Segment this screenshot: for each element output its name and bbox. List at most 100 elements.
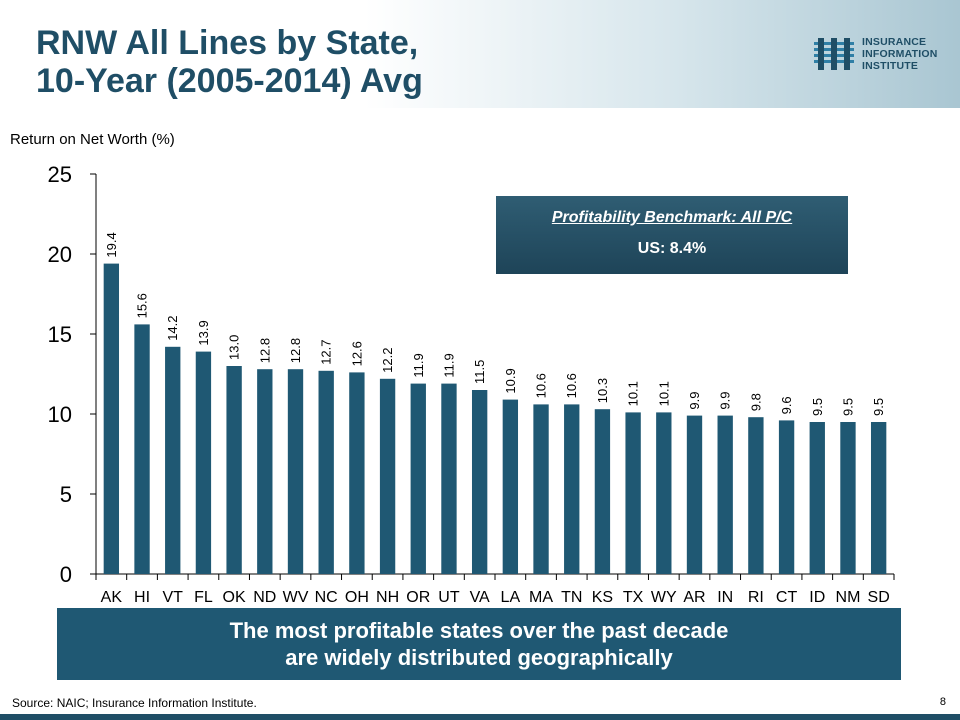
bar-or — [410, 383, 426, 574]
y-axis-label: Return on Net Worth (%) — [10, 131, 175, 148]
bar-ks — [594, 409, 611, 574]
bar-ar — [686, 415, 703, 574]
page-number: 8 — [939, 696, 946, 708]
data-label-ok: 13.0 — [227, 335, 242, 360]
data-label-ak: 19.4 — [104, 232, 119, 257]
data-label-ut: 11.9 — [441, 353, 456, 377]
data-label-in: 9.9 — [718, 392, 733, 410]
bar-ri — [748, 417, 764, 574]
data-label-fl: 13.9 — [196, 320, 211, 345]
data-label-va: 11.5 — [472, 360, 487, 384]
bar-ct — [778, 420, 795, 574]
data-label-ks: 10.3 — [595, 378, 610, 403]
callout-line-1: The most profitable states over the past… — [229, 618, 729, 643]
category-label-hi: HI — [134, 589, 150, 606]
category-label-fl: FL — [194, 589, 213, 606]
y-tick-label: 0 — [60, 562, 72, 587]
category-label-or: OR — [406, 589, 430, 606]
bar-nd — [257, 369, 273, 574]
category-label-nm: NM — [836, 589, 861, 606]
bar-ak — [103, 263, 120, 574]
data-label-oh: 12.6 — [349, 341, 364, 366]
y-tick-label: 25 — [48, 162, 72, 187]
data-label-or: 11.9 — [411, 353, 426, 377]
bar-fl — [195, 351, 212, 574]
data-label-wv: 12.8 — [288, 338, 303, 363]
category-label-id: ID — [809, 589, 825, 606]
y-tick-label: 20 — [48, 242, 72, 267]
data-label-wy: 10.1 — [656, 381, 671, 406]
category-label-tn: TN — [561, 589, 582, 606]
category-label-vt: VT — [163, 589, 184, 606]
logo-line-1: INSURANCE — [862, 36, 927, 48]
data-label-tn: 10.6 — [564, 373, 579, 398]
bar-oh — [349, 372, 365, 574]
iii-logo: INSURANCE INFORMATION INSTITUTE — [812, 34, 942, 76]
data-label-nh: 12.2 — [380, 347, 395, 372]
bar-nm — [840, 422, 856, 574]
bar-vt — [165, 346, 181, 574]
callout-line-2: are widely distributed geographically — [285, 645, 673, 670]
title-line-1: RNW All Lines by State, — [36, 24, 419, 62]
y-tick-label: 15 — [48, 322, 72, 347]
category-label-nd: ND — [253, 589, 276, 606]
category-label-ar: AR — [683, 589, 705, 606]
category-label-ok: OK — [223, 589, 246, 606]
bar-chart: 0 5 10 15 20 25 19.4 AK 15.6 HI 14.2 VT 13.9 FL 13.0 OK… — [48, 162, 895, 606]
bar-hi — [134, 324, 150, 574]
bar-ma — [533, 404, 549, 574]
bar-in — [717, 415, 733, 574]
category-label-ct: CT — [776, 589, 798, 606]
y-tick-label: 10 — [48, 402, 72, 427]
bar-ok — [226, 366, 242, 574]
title-line-2: 10-Year (2005-2014) Avg — [36, 62, 423, 100]
data-label-tx: 10.1 — [626, 381, 641, 406]
iii-logo-text: INSURANCE INFORMATION INSTITUTE — [862, 36, 938, 72]
data-label-la: 10.9 — [503, 368, 518, 393]
logo-line-3: INSTITUTE — [862, 60, 919, 72]
data-label-ri: 9.8 — [748, 393, 763, 411]
bar-wv — [287, 369, 304, 574]
data-label-sd: 9.5 — [871, 398, 886, 416]
bar-tn — [564, 404, 580, 574]
category-label-ks: KS — [592, 589, 613, 606]
data-label-ar: 9.9 — [687, 392, 702, 410]
category-label-ut: UT — [438, 589, 460, 606]
bar-va — [471, 390, 488, 574]
category-label-oh: OH — [345, 589, 369, 606]
bar-sd — [870, 422, 887, 574]
benchmark-box: Profitability Benchmark: All P/C US: 8.4… — [496, 196, 848, 274]
bar-nh — [379, 378, 396, 574]
data-label-nc: 12.7 — [319, 339, 334, 364]
data-label-id: 9.5 — [810, 398, 825, 416]
bar-id — [809, 422, 825, 574]
benchmark-title: Profitability Benchmark: All P/C — [551, 209, 793, 226]
category-label-in: IN — [717, 589, 733, 606]
bottom-bar — [0, 714, 960, 720]
category-label-ak: AK — [101, 589, 123, 606]
category-label-sd: SD — [868, 589, 890, 606]
category-label-la: LA — [501, 589, 521, 606]
bar-tx — [625, 412, 641, 574]
category-label-ma: MA — [529, 589, 553, 606]
category-label-va: VA — [470, 589, 490, 606]
category-label-tx: TX — [623, 589, 644, 606]
bar-ut — [441, 383, 457, 574]
category-label-ri: RI — [748, 589, 764, 606]
source-note: Source: NAIC; Insurance Information Inst… — [12, 696, 257, 710]
data-label-ma: 10.6 — [534, 373, 549, 398]
category-label-wv: WV — [283, 589, 309, 606]
bar-wy — [656, 412, 672, 574]
page-title: RNW All Lines by State, 10-Year (2005-20… — [36, 24, 423, 100]
data-label-nm: 9.5 — [840, 398, 855, 416]
logo-line-2: INFORMATION — [862, 48, 938, 60]
benchmark-value: US: 8.4% — [637, 240, 707, 257]
category-label-wy: WY — [651, 589, 677, 606]
header-band: RNW All Lines by State, 10-Year (2005-20… — [0, 0, 960, 108]
bar-nc — [318, 370, 334, 574]
category-label-nh: NH — [376, 589, 399, 606]
data-label-ct: 9.6 — [779, 396, 794, 414]
category-label-nc: NC — [315, 589, 338, 606]
callout-box: The most profitable states over the past… — [57, 608, 901, 680]
y-tick-label: 5 — [60, 482, 72, 507]
